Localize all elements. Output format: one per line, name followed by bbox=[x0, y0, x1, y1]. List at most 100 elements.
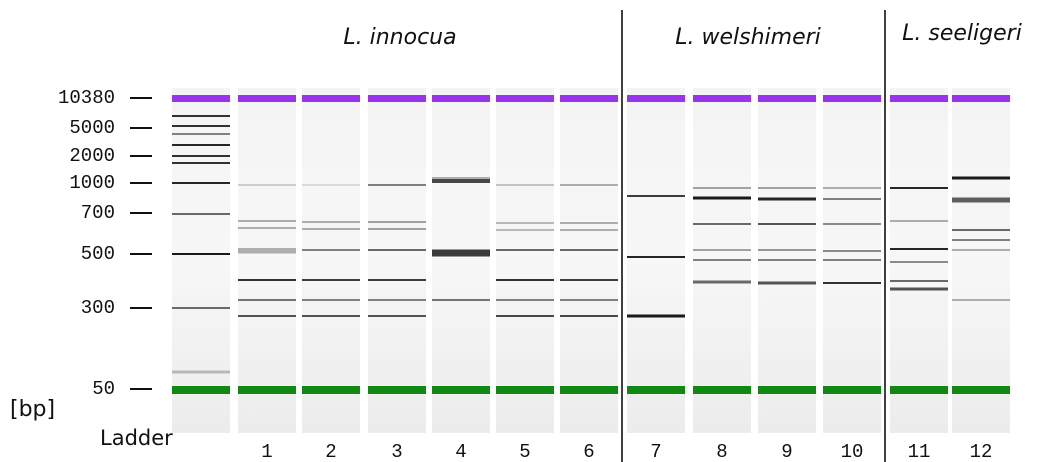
band bbox=[758, 259, 816, 261]
upper-marker bbox=[302, 95, 360, 102]
lower-marker bbox=[172, 386, 230, 394]
upper-marker bbox=[238, 95, 296, 102]
lower-marker bbox=[890, 386, 948, 394]
lane bbox=[432, 88, 490, 433]
band bbox=[560, 222, 618, 224]
gel-figure: L. innocua L. welshimeri L. seeligeri [b… bbox=[0, 0, 1042, 462]
lower-marker bbox=[758, 386, 816, 394]
band bbox=[823, 187, 881, 189]
group-label: L. welshimeri bbox=[675, 25, 821, 50]
lane bbox=[302, 88, 360, 433]
lane-label: 9 bbox=[781, 441, 792, 462]
unit-label: [bp] bbox=[10, 397, 55, 422]
upper-marker bbox=[693, 95, 751, 102]
band bbox=[238, 315, 296, 317]
group-label: L. seeligeri bbox=[902, 21, 1022, 46]
band bbox=[302, 315, 360, 317]
band bbox=[693, 223, 751, 225]
lane bbox=[172, 88, 230, 433]
marker-label: 10380 bbox=[58, 87, 115, 109]
band bbox=[302, 228, 360, 230]
band bbox=[952, 239, 1010, 241]
band bbox=[496, 184, 554, 186]
marker-label: 1000 bbox=[69, 172, 115, 194]
band bbox=[302, 221, 360, 223]
lane bbox=[890, 88, 948, 433]
lower-marker bbox=[368, 386, 426, 394]
band bbox=[496, 279, 554, 281]
band bbox=[890, 187, 948, 189]
band bbox=[560, 229, 618, 231]
band bbox=[693, 187, 751, 189]
marker-label: 700 bbox=[81, 202, 115, 224]
band bbox=[952, 198, 1010, 203]
marker-label: 2000 bbox=[69, 145, 115, 167]
band bbox=[758, 249, 816, 251]
ladder-label: Ladder bbox=[100, 426, 173, 450]
band bbox=[496, 315, 554, 317]
band bbox=[496, 299, 554, 301]
band bbox=[368, 221, 426, 223]
band bbox=[890, 280, 948, 282]
lane-label: 10 bbox=[841, 441, 864, 462]
lower-marker bbox=[302, 386, 360, 394]
lane-label: 3 bbox=[391, 441, 402, 462]
band bbox=[368, 279, 426, 281]
band bbox=[952, 299, 1010, 301]
band bbox=[238, 220, 296, 222]
lane-label: 4 bbox=[455, 441, 466, 462]
marker-label: 300 bbox=[81, 297, 115, 319]
band bbox=[368, 249, 426, 251]
lower-marker bbox=[693, 386, 751, 394]
upper-marker bbox=[560, 95, 618, 102]
lane-label: 6 bbox=[583, 441, 594, 462]
band bbox=[496, 222, 554, 224]
band bbox=[302, 299, 360, 301]
marker-label: 50 bbox=[92, 378, 115, 400]
lower-marker bbox=[823, 386, 881, 394]
band bbox=[238, 299, 296, 301]
band bbox=[238, 227, 296, 229]
upper-marker bbox=[952, 95, 1010, 102]
lane-label: 7 bbox=[650, 441, 661, 462]
band bbox=[627, 315, 685, 318]
band bbox=[368, 299, 426, 301]
band bbox=[238, 279, 296, 281]
band bbox=[172, 115, 230, 117]
band bbox=[627, 256, 685, 258]
band bbox=[172, 144, 230, 146]
lane-label: 2 bbox=[325, 441, 336, 462]
band bbox=[172, 133, 230, 135]
lane bbox=[952, 88, 1010, 433]
band bbox=[823, 198, 881, 200]
band bbox=[890, 220, 948, 222]
band bbox=[758, 187, 816, 189]
lower-marker bbox=[560, 386, 618, 394]
band bbox=[758, 198, 816, 201]
lower-marker bbox=[952, 386, 1010, 394]
lane bbox=[368, 88, 426, 433]
lane-label: 11 bbox=[908, 441, 931, 462]
marker-label: 500 bbox=[81, 243, 115, 265]
upper-marker bbox=[432, 95, 490, 102]
band bbox=[368, 228, 426, 230]
lane bbox=[238, 88, 296, 433]
upper-marker bbox=[627, 95, 685, 102]
upper-marker bbox=[172, 95, 230, 102]
band bbox=[496, 229, 554, 231]
band bbox=[172, 371, 230, 374]
band bbox=[890, 288, 948, 291]
band bbox=[823, 250, 881, 252]
group-label: L. innocua bbox=[343, 25, 456, 50]
band bbox=[302, 184, 360, 186]
band bbox=[432, 299, 490, 301]
band bbox=[952, 229, 1010, 231]
band bbox=[823, 259, 881, 261]
band bbox=[560, 279, 618, 281]
lane-label: 1 bbox=[261, 441, 272, 462]
lane bbox=[496, 88, 554, 433]
band bbox=[238, 184, 296, 186]
lane-label: 8 bbox=[716, 441, 727, 462]
band bbox=[172, 182, 230, 184]
band bbox=[560, 184, 618, 186]
